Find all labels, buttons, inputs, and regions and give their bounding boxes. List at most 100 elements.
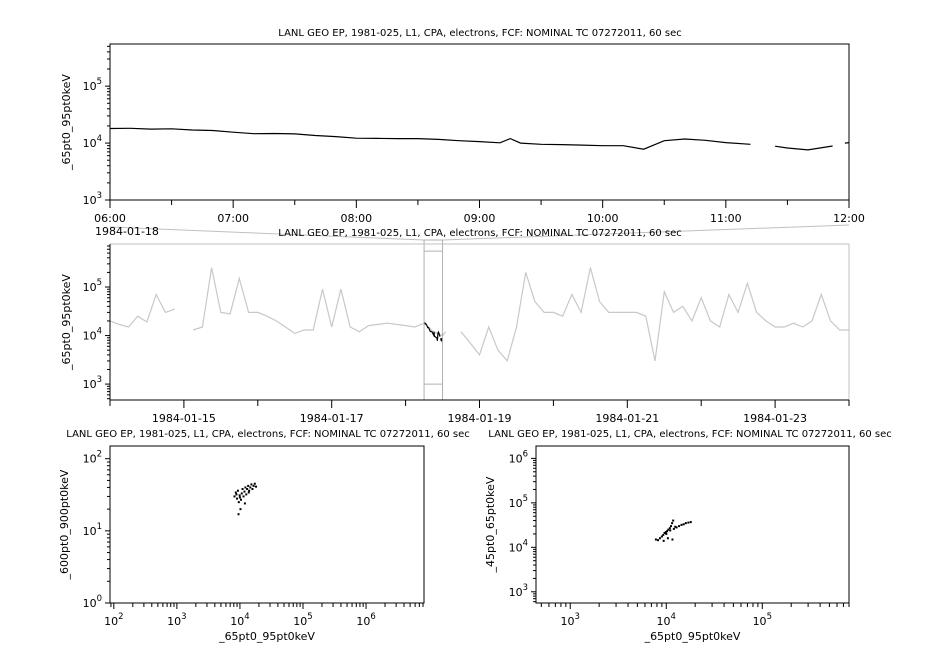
tick-exponent: 1 — [97, 522, 102, 532]
scatter-point — [235, 493, 238, 496]
chart-title: LANL GEO EP, 1981-025, L1, CPA, electron… — [488, 429, 891, 440]
scatter-point — [668, 527, 671, 530]
x-tick-label: 105 — [753, 612, 772, 628]
tick-exponent: 2 — [118, 612, 123, 622]
tick-base: 10 — [561, 615, 575, 628]
scatter-point — [247, 484, 250, 487]
y-tick-label: 103 — [509, 583, 528, 599]
scatter-point — [240, 498, 243, 501]
x-tick-label: 104 — [657, 612, 676, 628]
x-tick-label: 103 — [561, 612, 580, 628]
plot-frame — [109, 445, 425, 604]
x-tick-label: 1984-01-17 — [300, 412, 364, 425]
scatter-point — [654, 538, 657, 541]
scatter-point — [671, 522, 674, 525]
tick-exponent: 4 — [671, 612, 676, 622]
connector-line-right — [442, 224, 850, 241]
x-tick-label: 06:00 — [94, 212, 126, 225]
tick-exponent: 5 — [523, 494, 528, 504]
tick-exponent: 4 — [244, 612, 249, 622]
scatter-point — [234, 491, 237, 494]
y-axis-label: _600pt0_900pt0keV — [58, 469, 71, 580]
tick-exponent: 6 — [523, 449, 528, 459]
scatter-point — [246, 488, 249, 491]
tick-base: 10 — [83, 597, 97, 610]
x-tick-label: 1984-01-21 — [595, 412, 659, 425]
y-tick-label: 105 — [83, 278, 102, 294]
scatter-point — [248, 489, 251, 492]
scatter-point — [247, 491, 250, 494]
tick-base: 10 — [293, 615, 307, 628]
x-tick-label: 105 — [293, 612, 312, 628]
panel-scatter-left: LANL GEO EP, 1981-025, L1, CPA, electron… — [58, 429, 470, 643]
series-line — [109, 267, 849, 363]
tick-base: 10 — [356, 615, 370, 628]
x-tick-label: 1984-01-19 — [448, 412, 512, 425]
tick-exponent: 3 — [97, 375, 102, 385]
tick-base: 10 — [83, 80, 97, 93]
scatter-point — [236, 497, 239, 500]
scatter-point — [242, 495, 245, 498]
scatter-point — [665, 532, 668, 535]
x-tick-label: 103 — [167, 612, 186, 628]
scatter-point — [252, 484, 255, 487]
tick-base: 10 — [83, 330, 97, 343]
y-axis-label: _65pt0_95pt0keV — [60, 274, 73, 371]
tick-base: 10 — [83, 194, 97, 207]
scatter-point — [663, 532, 666, 535]
scatter-point — [672, 527, 675, 530]
scatter-point — [658, 537, 661, 540]
scatter-point — [667, 528, 670, 531]
scatter-point — [237, 501, 240, 504]
x-tick-label: 12:00 — [833, 212, 865, 225]
tick-base: 10 — [104, 615, 118, 628]
scatter-point — [255, 485, 258, 488]
tick-exponent: 5 — [307, 612, 312, 622]
plot-frame — [109, 43, 850, 201]
tick-base: 10 — [509, 541, 523, 554]
scatter-point — [240, 492, 243, 495]
y-tick-label: 103 — [83, 375, 102, 391]
chart-title: LANL GEO EP, 1981-025, L1, CPA, electron… — [278, 228, 681, 239]
tick-base: 10 — [509, 497, 523, 510]
panel-middle-overview: LANL GEO EP, 1981-025, L1, CPA, electron… — [60, 228, 850, 425]
scatter-point — [675, 526, 678, 529]
scatter-point — [239, 508, 242, 511]
series-line — [109, 127, 850, 151]
scatter-point — [669, 525, 672, 528]
tick-base: 10 — [167, 615, 181, 628]
panel-scatter-right: LANL GEO EP, 1981-025, L1, CPA, electron… — [484, 429, 892, 643]
tick-base: 10 — [83, 525, 97, 538]
tick-base: 10 — [753, 615, 767, 628]
x-tick-label: 07:00 — [217, 212, 249, 225]
tick-exponent: 3 — [181, 612, 186, 622]
tick-base: 10 — [509, 586, 523, 599]
scatter-point — [666, 530, 669, 533]
x-tick-label: 08:00 — [340, 212, 372, 225]
y-tick-label: 106 — [509, 449, 528, 465]
connector-line-left — [109, 226, 425, 241]
y-tick-label: 105 — [509, 494, 528, 510]
x-tick-label: 1984-01-15 — [152, 412, 216, 425]
x-axis-label: _65pt0_95pt0keV — [644, 630, 741, 643]
scatter-point — [666, 537, 669, 540]
panel-top-timeseries: LANL GEO EP, 1981-025, L1, CPA, electron… — [60, 28, 865, 238]
scatter-point — [662, 539, 665, 542]
zoom-highlight-box — [423, 239, 444, 401]
scatter-point — [684, 522, 687, 525]
tick-base: 10 — [83, 453, 97, 466]
y-axis-label: _65pt0_95pt0keV — [60, 74, 73, 171]
scatter-point — [680, 523, 683, 526]
scatter-point — [249, 486, 252, 489]
scatter-point — [237, 513, 240, 516]
y-tick-label: 103 — [83, 191, 102, 207]
date-label: 1984-01-18 — [95, 225, 159, 238]
tick-exponent: 3 — [97, 191, 102, 201]
y-tick-label: 101 — [83, 522, 102, 538]
y-tick-label: 100 — [83, 594, 102, 610]
tick-exponent: 5 — [97, 77, 102, 87]
tick-base: 10 — [657, 615, 671, 628]
scatter-point — [238, 494, 241, 497]
y-tick-label: 104 — [509, 538, 528, 554]
scatter-point — [660, 535, 663, 538]
